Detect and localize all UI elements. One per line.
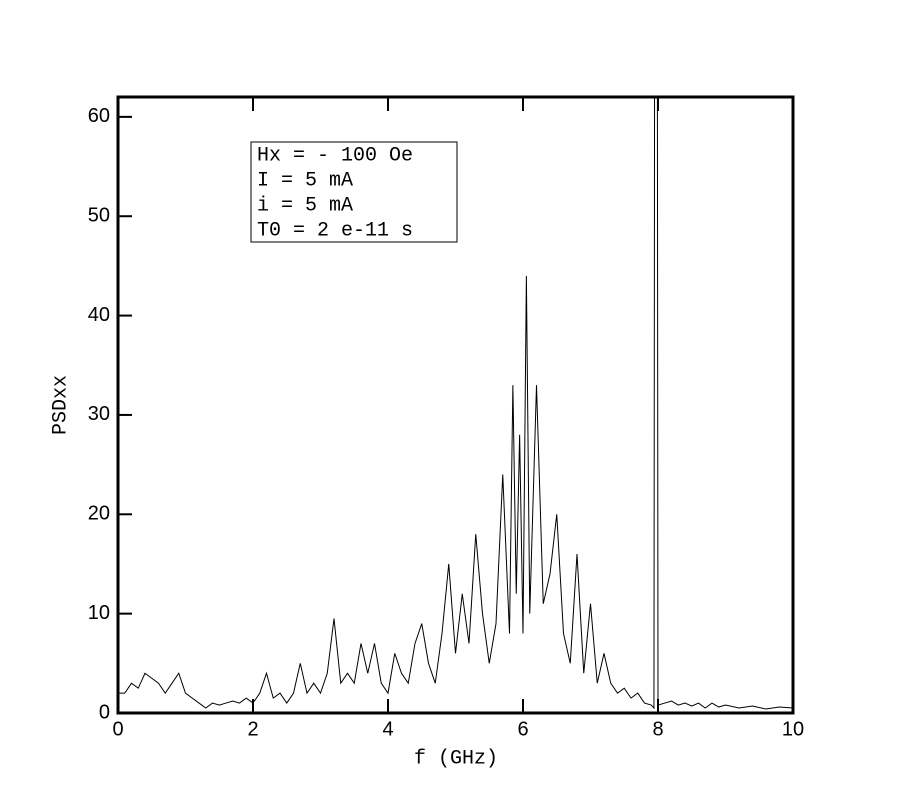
y-tick-label: 20	[88, 503, 110, 525]
x-tick-label: 6	[517, 718, 528, 740]
x-tick-label: 8	[652, 718, 663, 740]
x-axis-label: f (GHz)	[414, 747, 498, 770]
y-tick-label: 60	[88, 105, 110, 127]
x-tick-label: 2	[247, 718, 258, 740]
annotation-line: I = 5 mA	[257, 169, 353, 192]
y-tick-label: 0	[99, 701, 110, 723]
y-tick-label: 10	[88, 602, 110, 624]
annotation-line: i = 5 mA	[257, 194, 353, 217]
y-tick-label: 30	[88, 403, 110, 425]
y-tick-label: 40	[88, 304, 110, 326]
plot-frame	[116, 95, 795, 715]
annotation-line: T0 = 2 e-11 s	[257, 219, 413, 242]
x-tick-label: 0	[112, 718, 123, 740]
psd-line	[118, 97, 793, 710]
x-tick-label: 10	[782, 718, 804, 740]
x-tick-label: 4	[382, 718, 393, 740]
y-axis-label: PSDxx	[49, 375, 72, 435]
annotation-box	[250, 141, 458, 243]
y-tick-label: 50	[88, 205, 110, 227]
annotation-line: Hx = - 100 Oe	[257, 144, 413, 167]
